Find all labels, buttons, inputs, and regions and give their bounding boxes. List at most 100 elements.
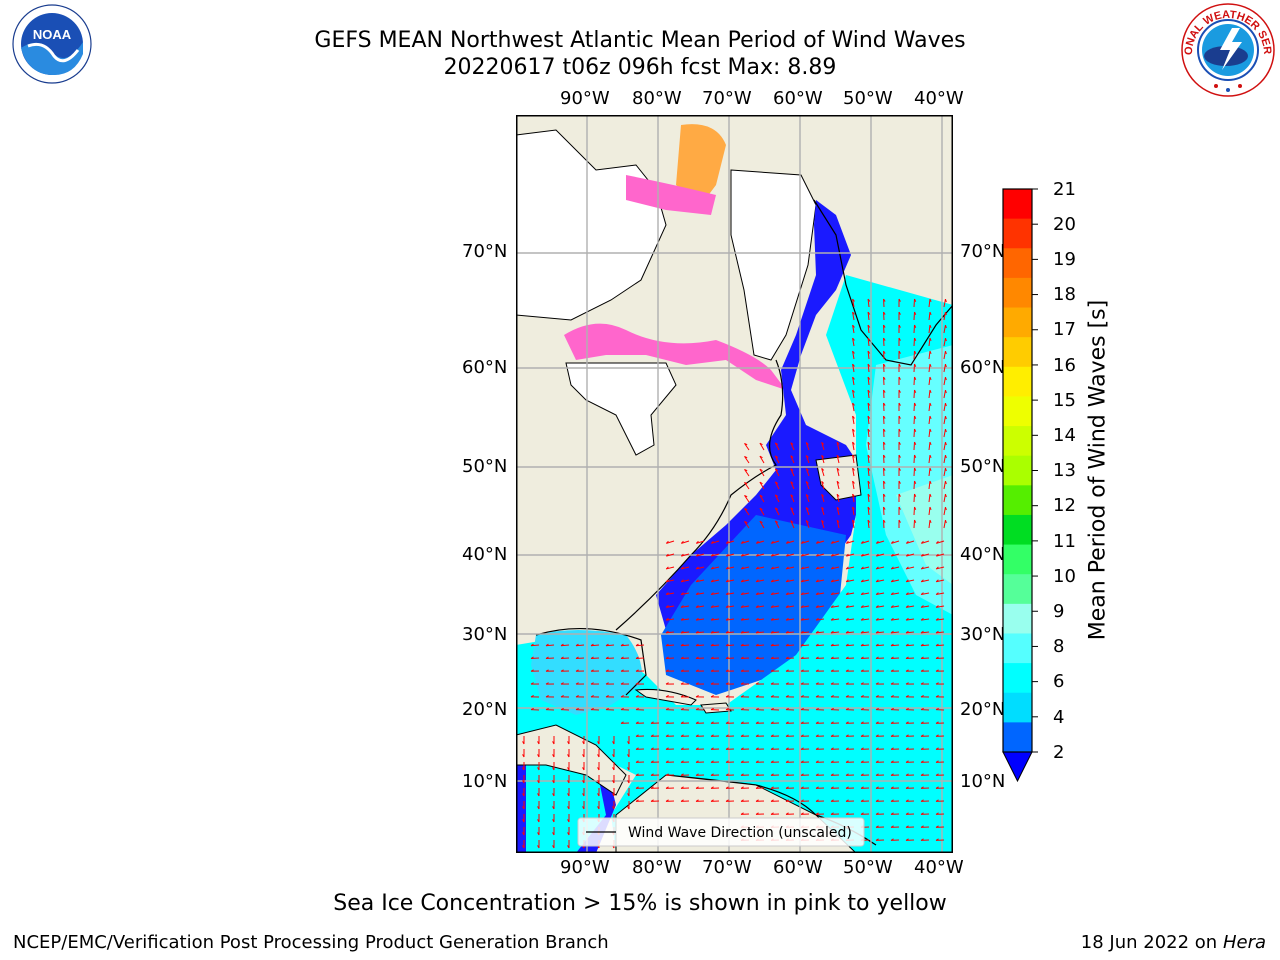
wind-vector — [831, 553, 840, 557]
wind-vector-head — [867, 363, 871, 367]
wind-vector — [726, 618, 735, 621]
wind-vector — [861, 579, 870, 583]
wind-vector-head — [800, 721, 804, 724]
wind-vector-head — [680, 630, 684, 634]
wind-vector-head — [821, 519, 825, 523]
wind-vector — [928, 415, 931, 425]
map-panel[interactable]: Wind Wave Direction (unscaled) — [516, 115, 953, 853]
colorbar-tick-2: 2 — [1053, 742, 1065, 763]
wind-vector-head — [944, 493, 947, 498]
wind-vector-head — [725, 734, 729, 737]
wind-vector — [875, 631, 885, 634]
wind-vector-head — [552, 806, 555, 810]
wind-vector — [913, 363, 916, 373]
map-frame — [516, 115, 953, 853]
wind-vector — [831, 579, 840, 583]
wind-vector-head — [852, 493, 855, 497]
wind-vector-head — [929, 519, 932, 524]
wind-vector-head — [920, 838, 924, 841]
wind-vector-head — [740, 643, 744, 647]
wind-vector-head — [944, 376, 947, 381]
wind-vector-head — [740, 760, 744, 763]
wind-vector-head — [537, 793, 540, 797]
wind-vector — [876, 618, 885, 621]
wind-vector — [920, 631, 930, 634]
wind-vector-head — [695, 643, 699, 647]
wind-vector-head — [905, 682, 909, 685]
wind-vector-head — [522, 832, 525, 836]
wind-vector-head — [710, 734, 714, 737]
wind-vector — [920, 644, 930, 647]
wind-vector-head — [612, 780, 615, 784]
wind-vector-head — [929, 298, 932, 303]
wind-vector — [943, 325, 946, 334]
wind-vector-head — [914, 415, 917, 419]
wind-vector-head — [770, 799, 774, 802]
wind-vector-head — [944, 311, 947, 316]
wind-vector-head — [944, 415, 947, 420]
wind-vector — [756, 553, 765, 557]
wind-vector-head — [785, 695, 789, 698]
wind-vector — [816, 553, 825, 557]
wind-vector — [800, 644, 810, 647]
wind-vector-head — [845, 786, 849, 789]
wind-vector-head — [770, 773, 774, 776]
wind-vector-head — [545, 643, 549, 647]
wind-vector-head — [725, 786, 729, 789]
wind-vector-head — [914, 441, 917, 445]
wind-vector-head — [830, 605, 834, 608]
wind-vector — [905, 657, 915, 660]
wind-vector-head — [914, 493, 917, 497]
wind-vector — [845, 657, 855, 660]
wind-vector — [741, 579, 750, 583]
wind-vector — [875, 657, 885, 660]
wind-vector-head — [755, 579, 759, 583]
wind-vector — [680, 657, 690, 660]
wind-vector-head — [875, 695, 879, 698]
wind-vector-head — [860, 630, 864, 634]
wind-vector-head — [567, 819, 570, 823]
wind-vector-head — [665, 605, 669, 608]
colorbar-segment — [1003, 722, 1032, 753]
wind-vector-head — [775, 468, 779, 471]
wind-vector — [696, 605, 705, 608]
wind-vector-head — [815, 747, 819, 750]
wind-vector — [943, 377, 946, 386]
wind-vector-head — [815, 734, 819, 737]
wind-vector-head — [537, 741, 540, 745]
wind-vector-head — [920, 643, 924, 647]
wind-vector — [830, 644, 840, 647]
wind-vector — [861, 605, 870, 608]
wind-vector-head — [867, 402, 871, 406]
wind-vector-head — [770, 812, 774, 815]
wind-vector-head — [725, 643, 729, 647]
wind-vector — [530, 657, 540, 660]
wind-vector-head — [890, 553, 894, 557]
wind-vector-head — [944, 467, 947, 472]
wind-vector-head — [537, 832, 540, 836]
footer-date: 18 Jun 2022 on Hera — [1081, 932, 1266, 953]
wind-vector-head — [867, 376, 871, 380]
wind-vector — [860, 657, 870, 660]
wind-vector-head — [852, 415, 855, 419]
wind-vector-head — [860, 605, 864, 608]
wind-vector-head — [680, 669, 684, 672]
wind-vector-head — [665, 695, 669, 698]
wind-vector — [836, 442, 840, 451]
wind-vector-head — [575, 707, 579, 711]
wind-vector — [801, 540, 810, 544]
wind-vector — [852, 312, 855, 321]
wind-vector-head — [836, 506, 840, 510]
wind-vector-head — [905, 773, 909, 776]
wind-vector-head — [695, 553, 699, 557]
wind-vector-head — [905, 669, 909, 672]
lon-tick-bottom-60w: 60°W — [773, 857, 823, 878]
wind-vector-head — [944, 506, 947, 511]
wind-vector-head — [905, 760, 909, 763]
wind-vector-head — [612, 741, 615, 745]
wind-vector-head — [890, 812, 894, 815]
wind-vector — [805, 468, 810, 477]
wind-vector-head — [785, 707, 789, 711]
wind-vector — [771, 566, 780, 570]
colorbar-segment — [1003, 603, 1032, 634]
